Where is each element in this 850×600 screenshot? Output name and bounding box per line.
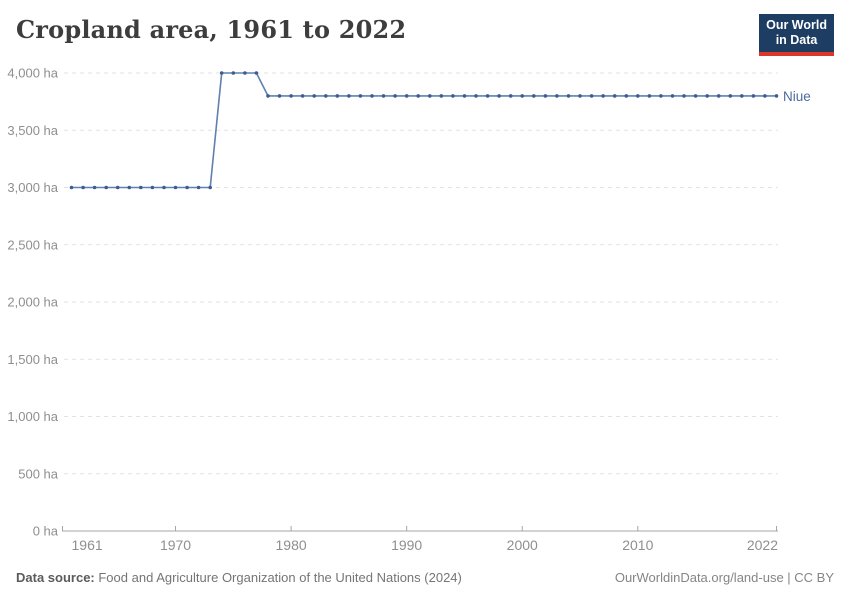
y-tick-label: 500 ha bbox=[18, 466, 59, 481]
data-point bbox=[347, 94, 351, 98]
data-point bbox=[81, 185, 85, 190]
data-point bbox=[624, 94, 629, 98]
x-tick-label: 1970 bbox=[160, 537, 191, 553]
data-point bbox=[416, 94, 421, 98]
data-point bbox=[543, 94, 548, 98]
x-tick-label: 1980 bbox=[276, 537, 307, 553]
x-tick-label: 1961 bbox=[72, 537, 103, 553]
data-point bbox=[439, 94, 444, 98]
y-tick-label: 2,500 ha bbox=[7, 237, 58, 252]
chart-footer: Data source: Food and Agriculture Organi… bbox=[16, 570, 834, 585]
data-point bbox=[381, 94, 386, 98]
data-point bbox=[670, 94, 675, 98]
data-point bbox=[231, 71, 236, 75]
data-point bbox=[404, 94, 409, 98]
data-point bbox=[243, 71, 247, 75]
data-point bbox=[485, 94, 490, 98]
data-line bbox=[71, 72, 777, 189]
data-point bbox=[647, 94, 652, 98]
data-point bbox=[150, 185, 155, 190]
data-point bbox=[659, 94, 663, 98]
data-point bbox=[254, 71, 259, 75]
data-point bbox=[728, 94, 733, 98]
y-tick-label: 2,000 ha bbox=[7, 295, 58, 310]
data-point bbox=[266, 94, 270, 98]
data-point bbox=[451, 94, 455, 98]
y-tick-label: 1,500 ha bbox=[7, 352, 58, 367]
data-point bbox=[751, 94, 756, 98]
x-tick-label: 2000 bbox=[507, 537, 538, 553]
data-point bbox=[682, 94, 686, 98]
data-point bbox=[520, 94, 524, 98]
data-point bbox=[532, 94, 536, 98]
data-point bbox=[462, 94, 467, 98]
data-point bbox=[185, 185, 189, 190]
data-source-text: Food and Agriculture Organization of the… bbox=[94, 570, 462, 585]
data-point bbox=[92, 185, 97, 190]
data-point bbox=[219, 71, 224, 75]
series-label-niue: Niue bbox=[783, 89, 811, 104]
data-point bbox=[196, 185, 201, 190]
data-point bbox=[139, 185, 143, 190]
data-point bbox=[705, 94, 709, 98]
data-point bbox=[277, 94, 282, 98]
data-point bbox=[289, 94, 293, 98]
data-point bbox=[393, 94, 397, 98]
data-source-label: Data source: bbox=[16, 570, 95, 585]
data-point bbox=[127, 185, 132, 190]
data-point bbox=[566, 94, 571, 98]
data-point bbox=[173, 185, 178, 190]
data-point bbox=[578, 94, 582, 98]
license-credit: OurWorldinData.org/land-use | CC BY bbox=[614, 570, 834, 585]
y-tick-label: 0 ha bbox=[33, 524, 59, 539]
data-point bbox=[208, 185, 212, 190]
data-point bbox=[300, 94, 305, 98]
data-point bbox=[508, 94, 513, 98]
data-point bbox=[312, 94, 317, 98]
data-point bbox=[555, 94, 559, 98]
data-point bbox=[774, 94, 779, 98]
data-point bbox=[370, 94, 374, 98]
data-point bbox=[162, 185, 166, 190]
data-point bbox=[428, 94, 432, 98]
y-tick-label: 3,500 ha bbox=[7, 123, 58, 138]
data-point bbox=[589, 94, 594, 98]
data-point bbox=[740, 94, 744, 98]
data-point bbox=[324, 94, 328, 98]
data-point bbox=[335, 94, 340, 98]
data-point bbox=[497, 94, 501, 98]
data-point bbox=[693, 94, 698, 98]
data-point bbox=[104, 185, 108, 190]
data-point bbox=[474, 94, 478, 98]
page-title: Cropland area, 1961 to 2022 bbox=[16, 15, 407, 44]
data-source-note: Data source: Food and Agriculture Organi… bbox=[16, 570, 462, 585]
y-tick-label: 1,000 ha bbox=[7, 409, 58, 424]
data-point bbox=[612, 94, 617, 98]
y-tick-label: 3,000 ha bbox=[7, 180, 58, 195]
data-point bbox=[601, 94, 605, 98]
y-tick-label: 4,000 ha bbox=[7, 66, 58, 81]
x-tick-label: 2022 bbox=[747, 537, 778, 553]
data-point bbox=[716, 94, 721, 98]
data-point bbox=[115, 185, 120, 190]
owid-logo-line1: Our World bbox=[766, 18, 827, 32]
x-tick-label: 2010 bbox=[622, 537, 653, 553]
data-point bbox=[763, 94, 767, 98]
data-point bbox=[358, 94, 363, 98]
data-point bbox=[636, 94, 640, 98]
data-point bbox=[69, 185, 74, 190]
x-tick-label: 1990 bbox=[391, 537, 422, 553]
owid-logo: Our World in Data bbox=[759, 14, 834, 56]
owid-logo-line2: in Data bbox=[775, 33, 818, 48]
